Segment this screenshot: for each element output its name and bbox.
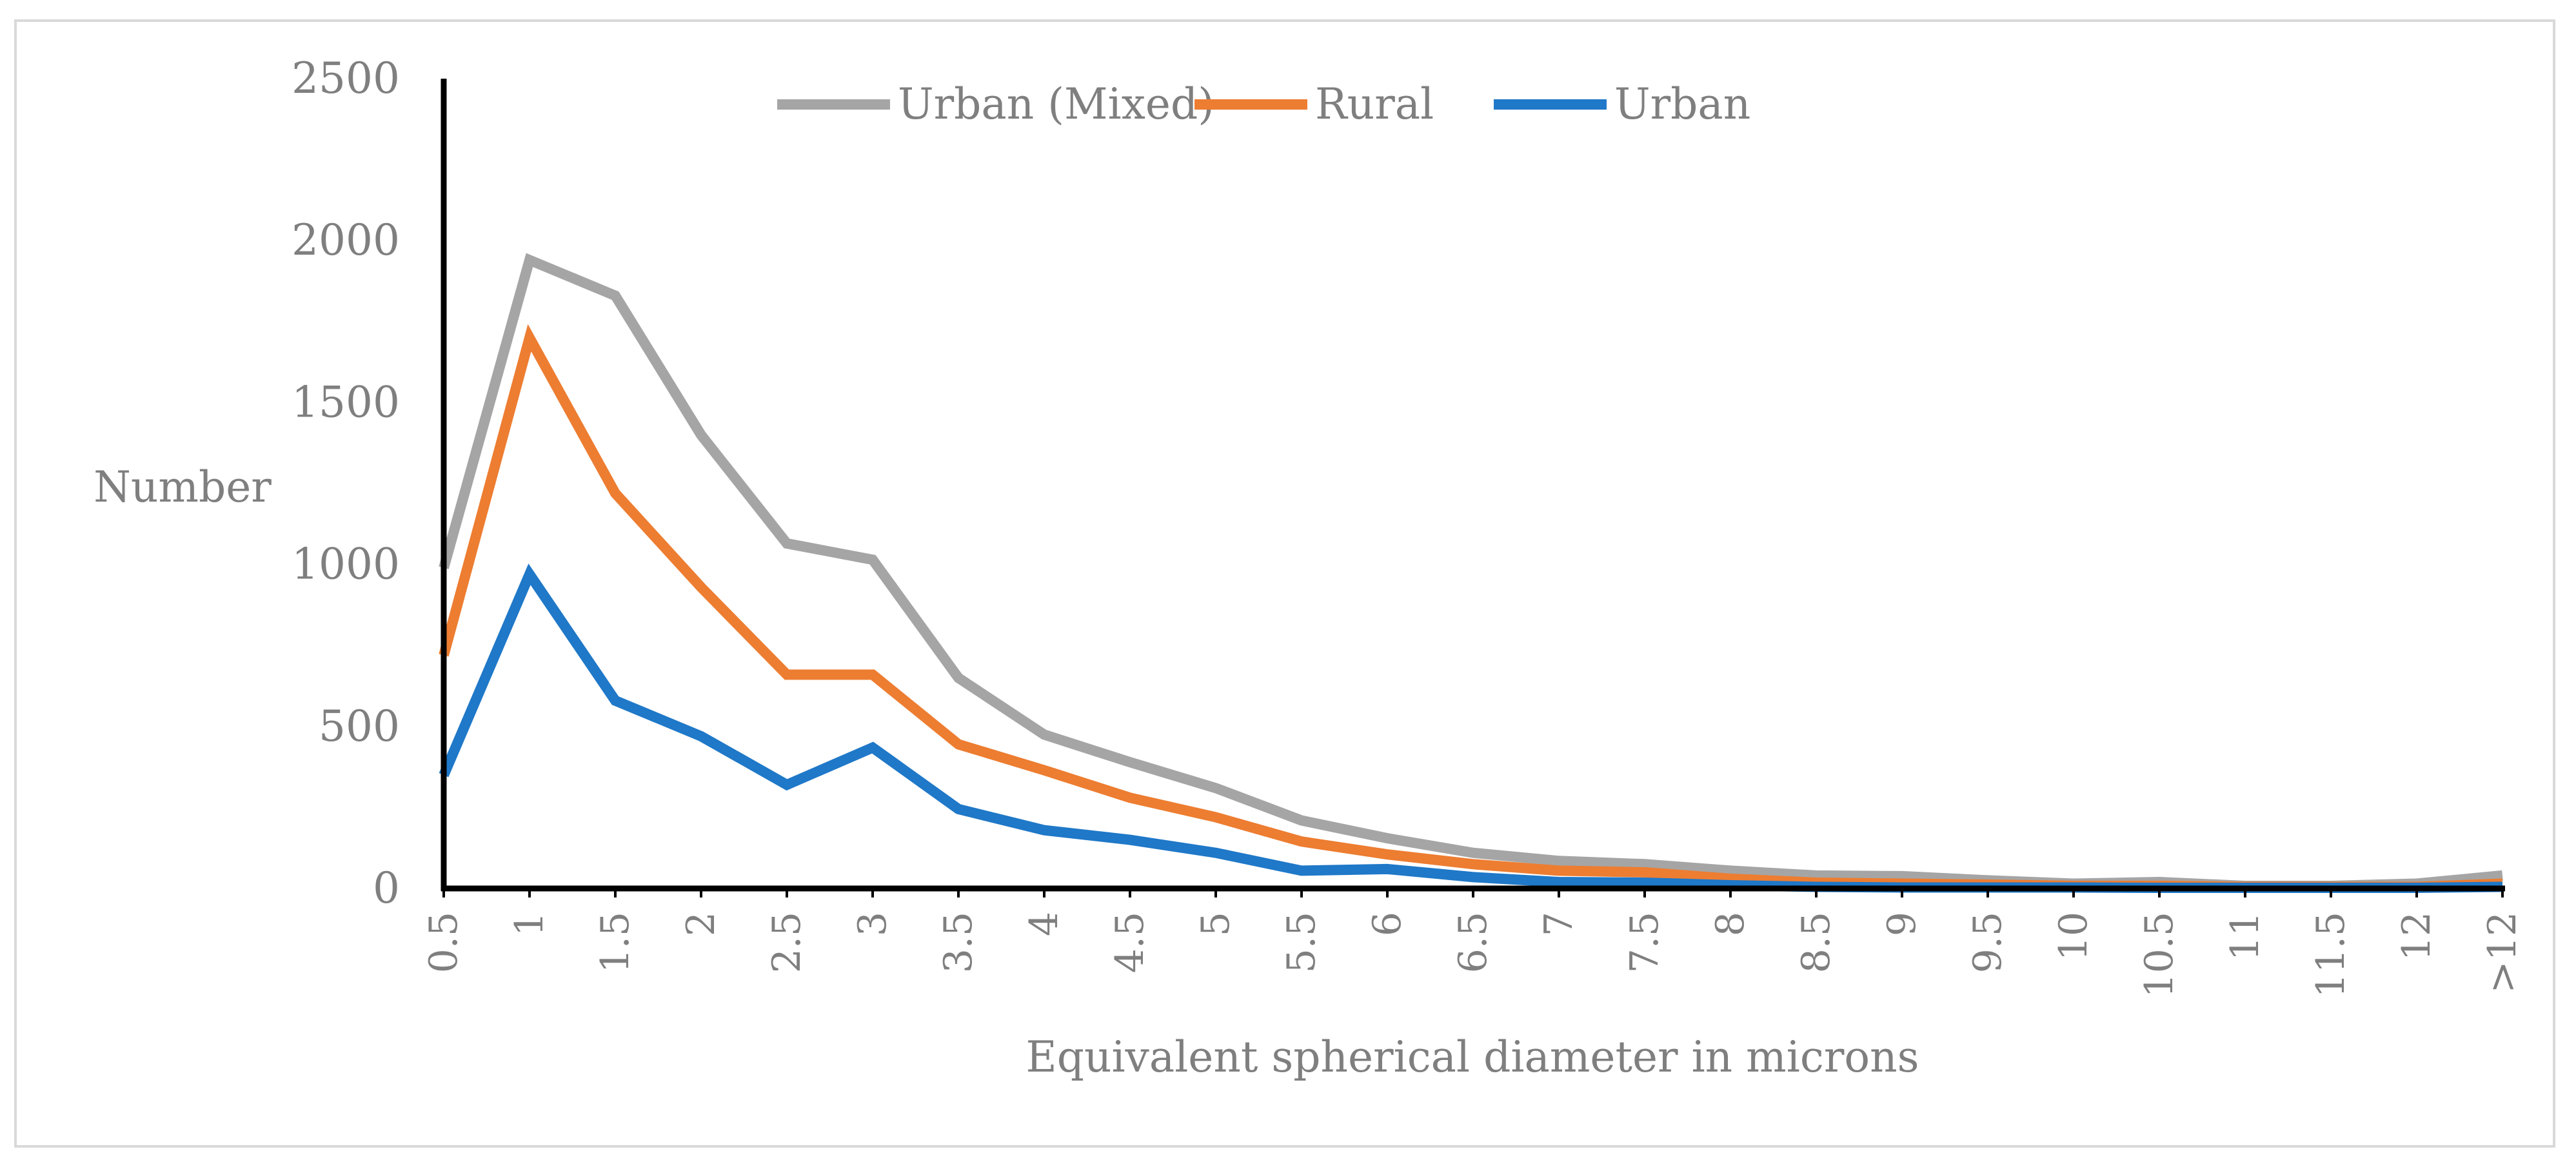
x-tick-label: >12 <box>2480 912 2525 994</box>
x-tick-label: 10.5 <box>2137 912 2182 998</box>
series-line-urban-mixed <box>439 253 2503 891</box>
x-tick-label: 8.5 <box>1794 912 1839 973</box>
y-tick-label: 1000 <box>292 540 400 589</box>
x-tick-label: 11 <box>2223 912 2268 961</box>
x-tick-label: 6 <box>1365 912 1410 936</box>
x-tick-label: 10 <box>2051 912 2096 961</box>
x-tick-label: 7 <box>1536 912 1581 936</box>
x-tick-label: 4.5 <box>1107 912 1153 973</box>
legend-label-urban: Urban <box>1614 79 1750 129</box>
x-tick-label: 2.5 <box>764 912 809 973</box>
x-tick-label: 9 <box>1879 912 1925 936</box>
legend-label-rural: Rural <box>1315 79 1434 129</box>
x-tick-label: 12 <box>2394 912 2439 961</box>
y-tick-label: 0 <box>373 863 400 913</box>
x-tick-label: 0.5 <box>421 912 466 973</box>
series-line-rural <box>439 324 2503 892</box>
x-tick-label: 1 <box>507 912 552 936</box>
legend-label-urban-mixed: Urban (Mixed) <box>898 79 1214 129</box>
x-tick-label: 8 <box>1708 912 1753 936</box>
x-tick-label: 7.5 <box>1622 912 1667 973</box>
x-tick-label: 2 <box>679 912 724 936</box>
chart-frame <box>14 19 2555 1148</box>
x-tick-label: 9.5 <box>1965 912 2010 973</box>
y-tick-label: 2000 <box>292 215 400 265</box>
y-tick-label: 2500 <box>292 54 400 103</box>
x-tick-label: 5.5 <box>1279 912 1324 973</box>
x-tick-label: 3.5 <box>936 912 981 973</box>
series-line-urban <box>439 564 2503 893</box>
x-axis-title: Equivalent spherical diameter in microns <box>1026 1032 1919 1082</box>
x-tick-label: 5 <box>1193 912 1238 936</box>
y-tick-label: 500 <box>319 701 400 751</box>
x-tick-label: 6.5 <box>1451 912 1496 973</box>
x-tick-label: 1.5 <box>593 912 638 973</box>
x-tick-label: 4 <box>1022 912 1067 936</box>
x-tick-label: 3 <box>850 912 895 936</box>
y-axis-title: Number <box>94 462 272 512</box>
x-tick-label: 11.5 <box>2308 912 2353 998</box>
y-tick-label: 1500 <box>292 377 400 427</box>
